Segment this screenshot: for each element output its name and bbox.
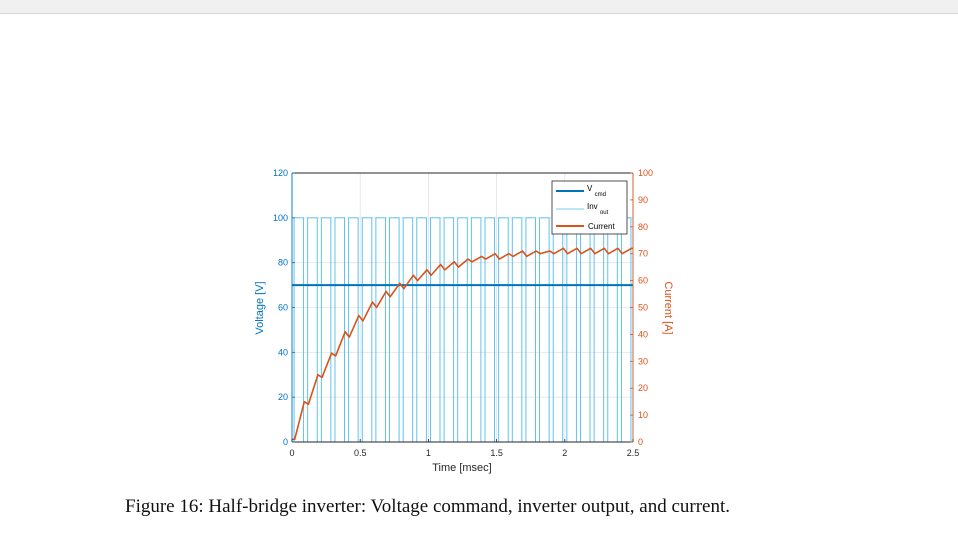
y-left-tick-label: 20 [278,392,288,402]
legend-label-current: Current [588,222,615,231]
y-right-tick-label: 40 [638,329,648,339]
y-axis-right-label: Current [A] [662,281,674,334]
legend-label-inv-sub: out [600,210,609,216]
x-tick-label: 1.5 [490,448,503,458]
current-line [292,247,633,441]
y-right-tick-label: 90 [638,195,648,205]
y-right-tick-label: 70 [638,249,648,259]
x-tick-label: 0 [289,448,294,458]
y-right-tick-label: 60 [638,276,648,286]
y-left-tick-label: 60 [278,303,288,313]
x-tick-label: 1 [426,448,431,458]
legend-label-inv: Inv [587,202,598,211]
y-left-tick-label: 80 [278,258,288,268]
figure-caption: Figure 16: Half-bridge inverter: Voltage… [125,496,731,517]
legend: V cmd Inv out Current [551,180,628,235]
chart: 0 0.5 1 1.5 2 2.50204060801001200102030405060… [254,168,674,474]
y-right-tick-label: 30 [638,356,648,366]
x-tick-label: 2 [562,448,567,458]
legend-label-vcmd: V [587,184,593,193]
y-right-tick-label: 20 [638,383,648,393]
y-left-tick-label: 40 [278,347,288,357]
x-axis-label: Time [msec] [432,462,492,474]
svg-text:V cmd: V cmd [587,184,606,198]
current-series [292,247,633,441]
y-right-tick-label: 50 [638,303,648,313]
y-left-tick-label: 120 [273,168,288,178]
svg-text:Inv out: Inv out [587,202,609,216]
y-right-tick-label: 0 [638,437,643,447]
y-axis-left-label: Voltage [V] [254,281,266,334]
y-left-tick-label: 0 [283,437,288,447]
x-tick-label: 0.5 [354,448,367,458]
legend-label-vcmd-sub: cmd [595,192,606,198]
y-right-tick-label: 80 [638,222,648,232]
x-tick-label: 2.5 [627,448,640,458]
y-right-tick-label: 10 [638,410,648,420]
y-right-tick-label: 100 [638,168,653,178]
browser-top-bar [0,0,958,14]
legend-box [551,180,628,235]
ticks: 0 0.5 1 1.5 2 2.50204060801001200102030405060… [273,168,653,458]
y-left-tick-label: 100 [273,213,288,223]
